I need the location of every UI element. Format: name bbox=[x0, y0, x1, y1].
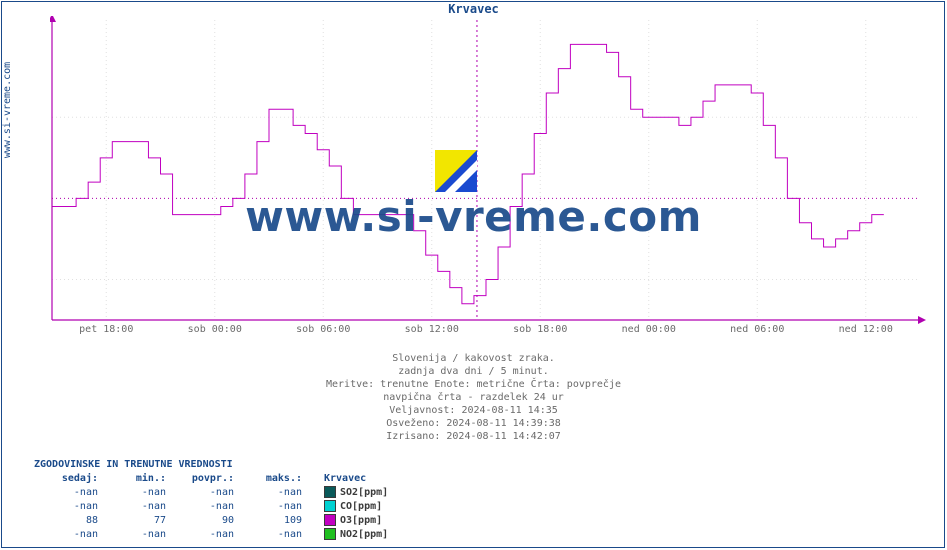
caption-line: Slovenija / kakovost zraka. bbox=[0, 352, 947, 365]
svg-text:ned 06:00: ned 06:00 bbox=[730, 324, 784, 335]
legend-swatch-icon bbox=[324, 500, 336, 512]
legend-series-label: SO2[ppm] bbox=[340, 487, 388, 498]
legend-cell-sedaj: -nan bbox=[34, 486, 102, 500]
svg-text:ned 12:00: ned 12:00 bbox=[839, 324, 893, 335]
caption-line: navpična črta - razdelek 24 ur bbox=[0, 391, 947, 404]
legend-series-cell: O3[ppm] bbox=[306, 514, 392, 528]
legend-row: -nan-nan-nan-nanNO2[ppm] bbox=[34, 528, 392, 542]
legend-cell-povpr: -nan bbox=[170, 486, 238, 500]
legend-row: -nan-nan-nan-nanCO[ppm] bbox=[34, 500, 392, 514]
legend-series-cell: SO2[ppm] bbox=[306, 486, 392, 500]
legend-swatch-icon bbox=[324, 528, 336, 540]
chart-svg: 8090100pet 18:00sob 00:00sob 06:00sob 12… bbox=[50, 16, 930, 338]
legend-cell-maks: -nan bbox=[238, 486, 306, 500]
legend-cell-min: 77 bbox=[102, 514, 170, 528]
watermark-text: www.si-vreme.com bbox=[0, 192, 947, 241]
svg-text:pet 18:00: pet 18:00 bbox=[79, 324, 133, 335]
col-min: min.: bbox=[102, 472, 170, 486]
chart-title: Krvavec bbox=[0, 2, 947, 16]
legend-cell-sedaj: 88 bbox=[34, 514, 102, 528]
svg-text:ned 00:00: ned 00:00 bbox=[622, 324, 676, 335]
legend-row: 887790109 O3[ppm] bbox=[34, 514, 392, 528]
col-povpr: povpr.: bbox=[170, 472, 238, 486]
legend-cell-povpr: 90 bbox=[170, 514, 238, 528]
legend-swatch-icon bbox=[324, 514, 336, 526]
legend-cell-sedaj: -nan bbox=[34, 500, 102, 514]
legend-cell-maks: -nan bbox=[238, 528, 306, 542]
vertical-site-url: www.si-vreme.com bbox=[2, 20, 13, 200]
legend-swatch-icon bbox=[324, 486, 336, 498]
legend-cell-min: -nan bbox=[102, 528, 170, 542]
legend-series-label: CO[ppm] bbox=[340, 501, 382, 512]
legend-cell-maks: 109 bbox=[238, 514, 306, 528]
legend-block: ZGODOVINSKE IN TRENUTNE VREDNOSTI sedaj:… bbox=[34, 458, 392, 542]
col-maks: maks.: bbox=[238, 472, 306, 486]
legend-cell-povpr: -nan bbox=[170, 528, 238, 542]
legend-table: sedaj: min.: povpr.: maks.: Krvavec -nan… bbox=[34, 472, 392, 542]
svg-text:sob 00:00: sob 00:00 bbox=[188, 324, 242, 335]
caption-line: Veljavnost: 2024-08-11 14:35 bbox=[0, 404, 947, 417]
svg-text:sob 06:00: sob 06:00 bbox=[296, 324, 350, 335]
col-name: Krvavec bbox=[306, 472, 392, 486]
legend-series-label: O3[ppm] bbox=[340, 515, 382, 526]
svg-text:sob 12:00: sob 12:00 bbox=[405, 324, 459, 335]
caption-line: Izrisano: 2024-08-11 14:42:07 bbox=[0, 430, 947, 443]
caption-line: Meritve: trenutne Enote: metrične Črta: … bbox=[0, 378, 947, 391]
legend-header: ZGODOVINSKE IN TRENUTNE VREDNOSTI bbox=[34, 458, 392, 472]
col-sedaj: sedaj: bbox=[34, 472, 102, 486]
legend-cell-sedaj: -nan bbox=[34, 528, 102, 542]
legend-cell-min: -nan bbox=[102, 500, 170, 514]
legend-header-row: sedaj: min.: povpr.: maks.: Krvavec bbox=[34, 472, 392, 486]
legend-cell-maks: -nan bbox=[238, 500, 306, 514]
legend-series-label: NO2[ppm] bbox=[340, 529, 388, 540]
legend-row: -nan-nan-nan-nanSO2[ppm] bbox=[34, 486, 392, 500]
watermark-logo-icon bbox=[435, 150, 477, 192]
caption-line: Osveženo: 2024-08-11 14:39:38 bbox=[0, 417, 947, 430]
caption-block: Slovenija / kakovost zraka. zadnja dva d… bbox=[0, 352, 947, 443]
legend-series-cell: CO[ppm] bbox=[306, 500, 392, 514]
caption-line: zadnja dva dni / 5 minut. bbox=[0, 365, 947, 378]
chart-plot-area: 8090100pet 18:00sob 00:00sob 06:00sob 12… bbox=[50, 16, 930, 338]
legend-series-cell: NO2[ppm] bbox=[306, 528, 392, 542]
legend-cell-min: -nan bbox=[102, 486, 170, 500]
svg-text:sob 18:00: sob 18:00 bbox=[513, 324, 567, 335]
legend-cell-povpr: -nan bbox=[170, 500, 238, 514]
